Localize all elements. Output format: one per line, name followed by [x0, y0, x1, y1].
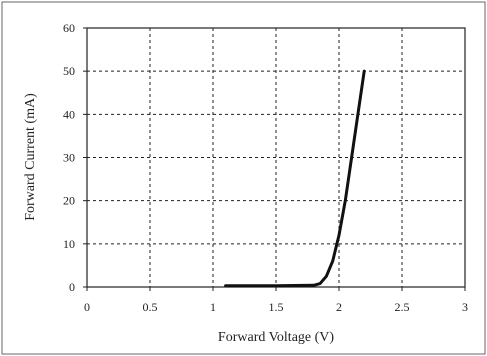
- y-tick-label: 40: [63, 107, 75, 121]
- x-tick-label: 1.5: [269, 300, 284, 314]
- y-tick-label: 0: [69, 280, 75, 294]
- x-tick-label: 1: [210, 300, 216, 314]
- x-tick-label: 2.5: [395, 300, 410, 314]
- x-tick-label: 0: [84, 300, 90, 314]
- y-tick-label: 20: [63, 194, 75, 208]
- x-tick-label: 0.5: [143, 300, 158, 314]
- x-axis-title: Forward Voltage (V): [218, 330, 334, 345]
- grid-lines: [87, 28, 465, 287]
- y-tick-label: 50: [63, 64, 75, 78]
- x-tick-label: 2: [336, 300, 342, 314]
- series-layer: [224, 69, 366, 288]
- forward-current-line: [224, 69, 366, 288]
- y-tick-label: 10: [63, 237, 75, 251]
- y-tick-label: 60: [63, 21, 75, 35]
- y-tick-label: 30: [63, 151, 75, 165]
- x-tick-label: 3: [462, 300, 468, 314]
- y-axis-title: Forward Current (mA): [23, 93, 38, 221]
